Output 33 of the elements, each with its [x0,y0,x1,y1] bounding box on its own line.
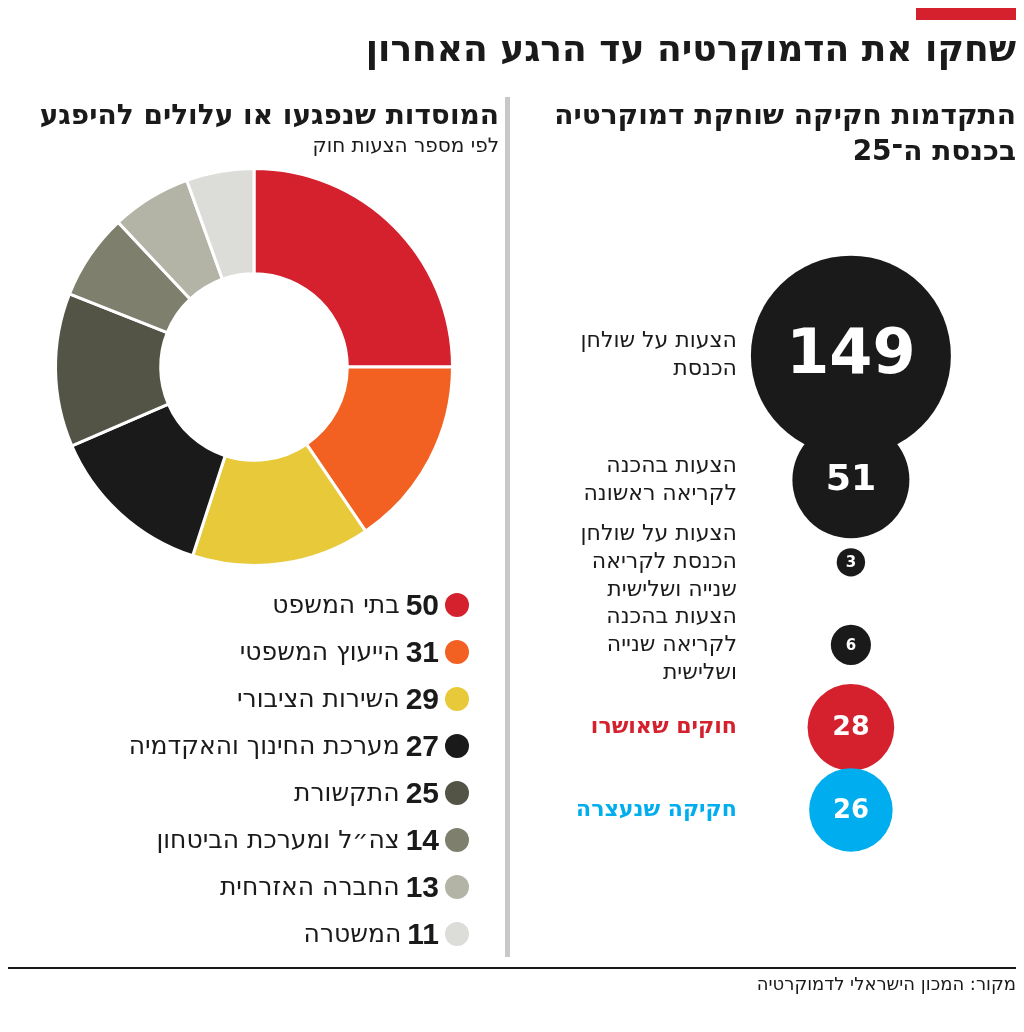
category-label: הצעות בהכנה לקריאה שנייה ושלישית [606,602,737,684]
legend-label: המשטרה [303,919,402,948]
legend-label: השירות הציבורי [236,684,400,713]
category-label: חוקים שאושרו [590,713,737,739]
data-label: 14 [405,822,439,857]
data-label: 28 [832,710,870,742]
category-label: הצעות על שולחן הכנסת [580,327,737,381]
category-label: הצעות על שולחן הכנסת לקריאה שנייה ושלישית [580,520,737,602]
data-label: 3 [845,553,857,572]
chart-title: המוסדות שנפגעו או עלולים להיפגע [38,97,499,133]
text: התקדמות חקיקה שוחקת דמוקרטיה בכנסת ה־25 [553,97,1016,169]
data-label: 29 [405,681,439,716]
text: שחקו את הדמוקרטיה עד הרגע האחרון [364,28,1016,69]
legend-label: צה״ל ומערכת הביטחון [156,825,400,854]
text: מקור: המכון הישראלי לדמוקרטיה [755,973,1016,994]
category-label: הצעות בהכנה לקריאה ראשונה [583,451,737,505]
legend-label: מערכת החינוך והאקדמיה [128,731,400,760]
legend-label: בתי המשפט [272,590,400,619]
data-label: 26 [832,793,869,824]
legend-label: החברה האזרחית [219,872,400,901]
data-label: 51 [825,456,877,500]
legend-label: הייעוץ המשפטי [239,637,400,666]
data-label: 50 [405,587,439,622]
data-label: 25 [405,775,439,810]
data-label: 27 [405,728,439,763]
category-label: חקיקה שנעצרה [576,795,737,821]
data-label: 31 [405,634,439,669]
data-label: 11 [407,916,439,951]
legend-label: התקשורת [294,778,400,807]
data-label: 149 [786,314,916,388]
data-label: 13 [405,869,439,904]
chart-subtitle: לפי מספר הצעות חוק [311,133,499,157]
data-label: 6 [845,635,857,654]
